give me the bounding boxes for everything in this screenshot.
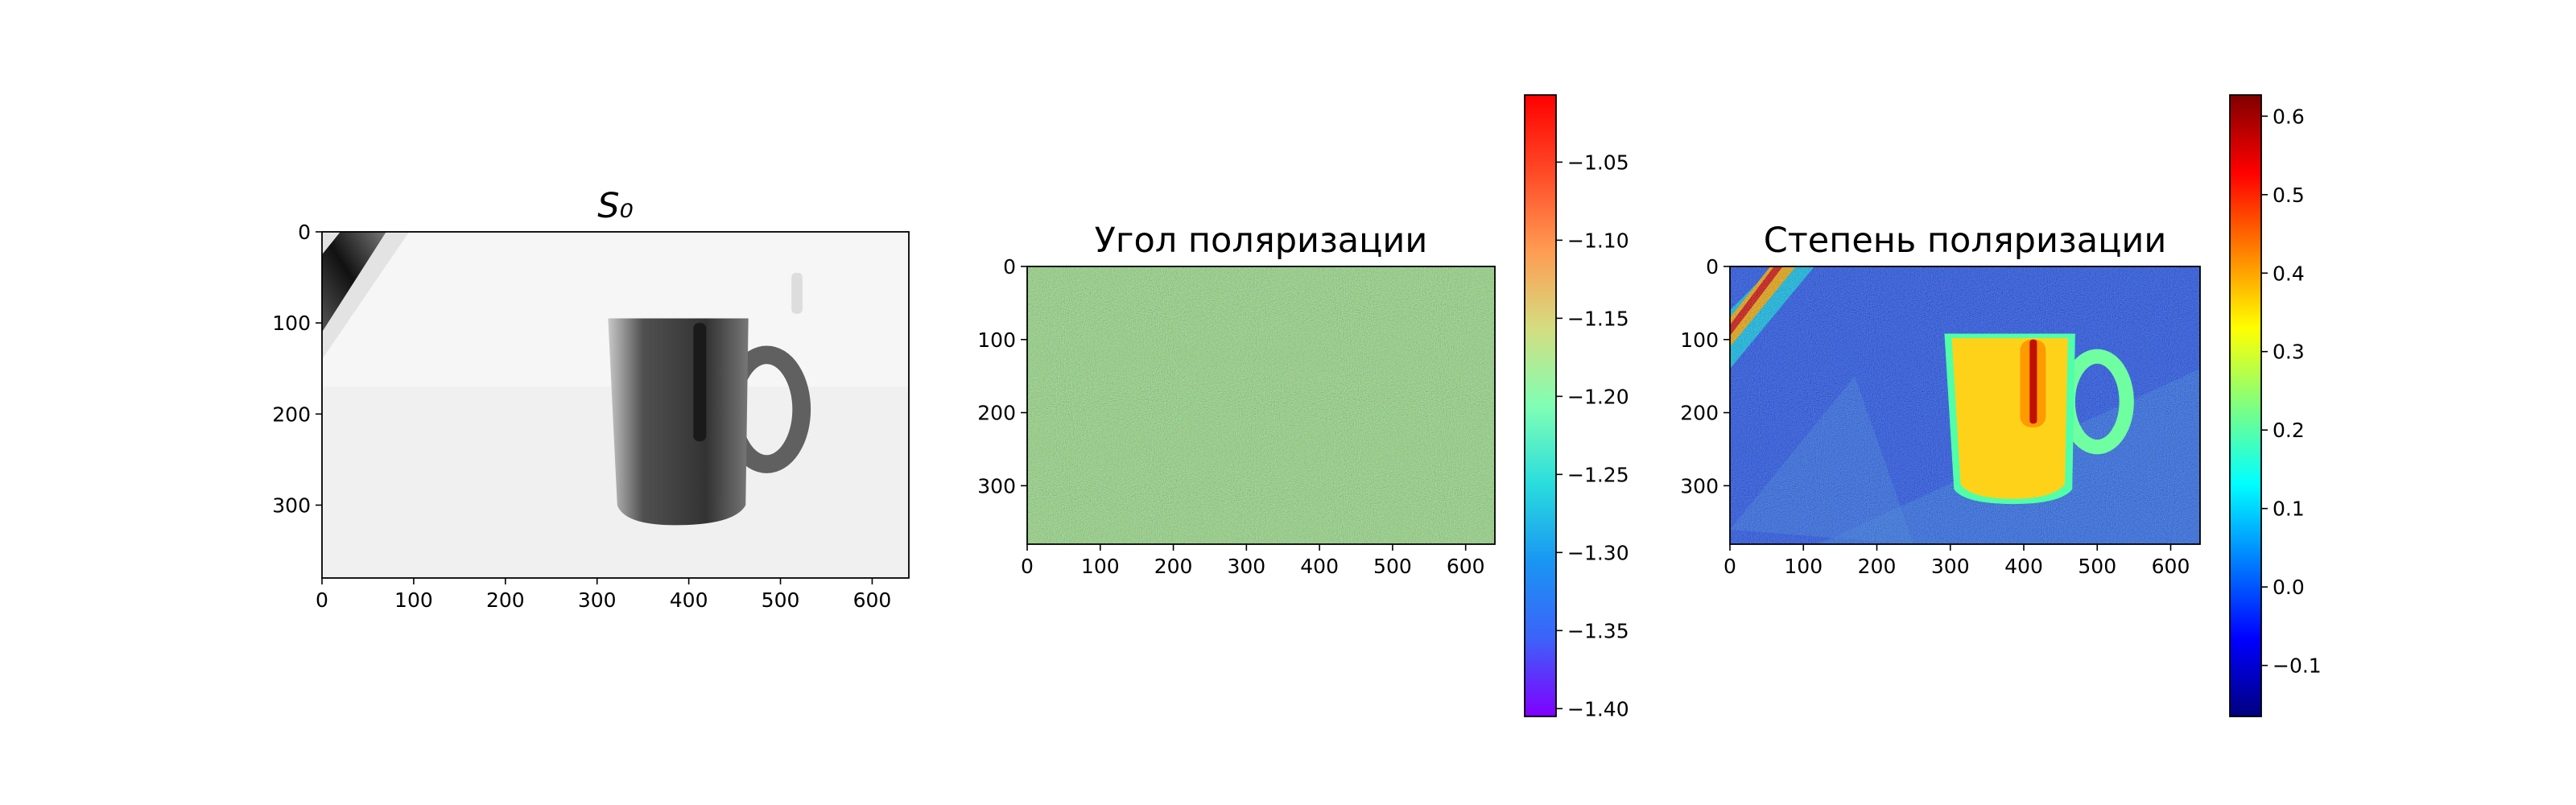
y-tick-label: 200 — [272, 402, 311, 426]
x-tick-label: 500 — [1373, 555, 1412, 578]
colorbar-tick-label: −1.10 — [1567, 229, 1629, 252]
colorbar-tick-label: 0.4 — [2273, 262, 2305, 285]
x-tick-label: 300 — [578, 588, 617, 612]
axes-frame — [321, 231, 910, 579]
axes-frame — [1729, 266, 2201, 545]
y-tick-label: 100 — [1680, 328, 1719, 352]
colorbar-tick-label: −1.20 — [1567, 385, 1629, 408]
x-tick-label: 200 — [486, 588, 525, 612]
x-tick-label: 200 — [1154, 555, 1193, 578]
colorbar-tick-label: 0.6 — [2273, 105, 2305, 128]
y-tick-label: 100 — [272, 312, 311, 335]
image-angle — [1027, 266, 1495, 545]
chart-title: Угол поляризации — [1095, 221, 1428, 261]
image-s0 — [322, 232, 909, 578]
chart-title: Степень поляризации — [1764, 221, 2167, 261]
x-tick-label: 0 — [1021, 555, 1034, 578]
image-degree — [1730, 266, 2201, 545]
colorbar-tick-label: −1.40 — [1567, 697, 1629, 720]
x-tick-label: 100 — [1081, 555, 1120, 578]
x-tick-label: 300 — [1931, 555, 1970, 578]
colorbar-tick-label: −1.05 — [1567, 151, 1629, 174]
y-tick-label: 0 — [1003, 255, 1016, 279]
x-tick-label: 0 — [316, 588, 328, 612]
x-tick-label: 400 — [670, 588, 708, 612]
x-tick-label: 400 — [2004, 555, 2043, 578]
colorbar — [1524, 94, 1557, 717]
y-tick-label: 0 — [298, 221, 311, 244]
x-tick-label: 100 — [394, 588, 433, 612]
y-tick-label: 0 — [1706, 255, 1719, 279]
x-tick-label: 400 — [1300, 555, 1339, 578]
x-tick-label: 100 — [1784, 555, 1823, 578]
y-tick-label: 300 — [1680, 474, 1719, 497]
colorbar-tick-label: 0.2 — [2273, 419, 2305, 442]
colorbar-tick-label: −1.30 — [1567, 541, 1629, 564]
colorbar-tick-label: −1.25 — [1567, 463, 1629, 486]
x-tick-label: 600 — [853, 588, 892, 612]
y-tick-label: 200 — [977, 402, 1016, 425]
y-tick-label: 100 — [977, 328, 1016, 352]
colorbar-tick-label: 0.0 — [2273, 576, 2305, 599]
x-tick-label: 300 — [1227, 555, 1265, 578]
y-tick-label: 300 — [272, 493, 311, 517]
colorbar-tick-label: 0.3 — [2273, 341, 2305, 364]
colorbar-tick-label: −0.1 — [2273, 654, 2322, 678]
chart-title: S₀ — [597, 186, 634, 226]
y-tick-label: 300 — [977, 474, 1016, 497]
colorbar-tick-label: −1.35 — [1567, 619, 1629, 642]
x-tick-label: 200 — [1858, 555, 1897, 578]
x-tick-label: 0 — [1724, 555, 1736, 578]
axes-frame — [1026, 266, 1496, 545]
x-tick-label: 500 — [762, 588, 800, 612]
x-tick-label: 500 — [2078, 555, 2116, 578]
x-tick-label: 600 — [1447, 555, 1485, 578]
colorbar-tick-label: 0.1 — [2273, 497, 2305, 521]
colorbar-tick-label: 0.5 — [2273, 184, 2305, 207]
x-tick-label: 600 — [2152, 555, 2190, 578]
colorbar — [2229, 94, 2262, 717]
colorbar-tick-label: −1.15 — [1567, 307, 1629, 330]
y-tick-label: 200 — [1680, 402, 1719, 425]
